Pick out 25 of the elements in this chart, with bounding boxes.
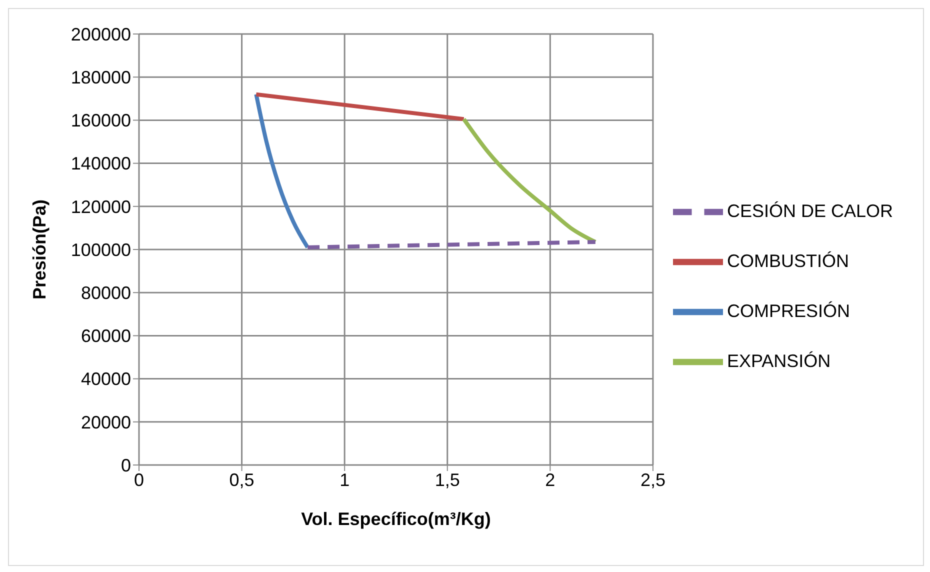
legend-label: EXPANSIÓN	[726, 350, 831, 371]
line-series	[254, 92, 310, 250]
legend-label: COMBUSTIÓN	[726, 250, 849, 271]
x-tick-label: 2	[545, 470, 556, 490]
line-series	[462, 117, 598, 244]
y-tick-label: 80000	[80, 282, 131, 303]
y-tick-label: 140000	[70, 154, 131, 174]
y-tick-label: 0	[120, 455, 131, 476]
y-tick-label: 100000	[70, 240, 131, 260]
y-tick-label: 60000	[80, 326, 131, 346]
y-tick-label: 160000	[70, 110, 131, 131]
y-axis-title: Presión(Pa)	[29, 199, 50, 300]
x-tick-label: 0	[134, 470, 144, 490]
y-tick-label: 180000	[70, 67, 131, 88]
y-tick-label: 40000	[80, 369, 131, 390]
x-tick-label: 0,5	[229, 470, 254, 490]
legend-label: CESIÓN DE CALOR	[726, 200, 893, 221]
y-tick-label: 200000	[70, 24, 131, 44]
x-tick-label: 2,5	[640, 470, 666, 490]
x-axis-title: Vol. Específico(m³/Kg)	[301, 509, 491, 529]
x-tick-label: 1,5	[434, 470, 460, 490]
y-tick-label: 20000	[80, 412, 131, 432]
legend-label: COMPRESIÓN	[726, 300, 850, 321]
x-tick-label: 1	[340, 470, 350, 490]
y-tick-label: 120000	[70, 196, 131, 217]
